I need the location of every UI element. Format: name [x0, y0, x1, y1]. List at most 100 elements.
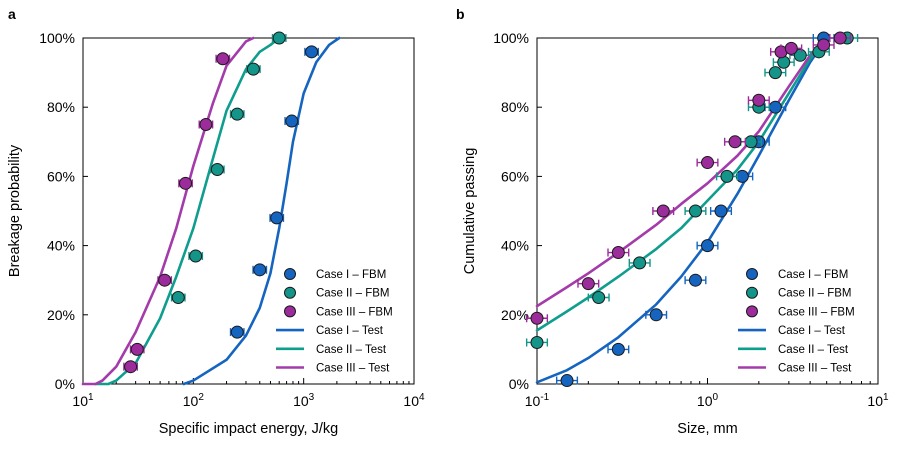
data-point-case-ii-fbm: [229, 107, 245, 121]
data-point-case-i-fbm: [684, 273, 707, 287]
marker: [210, 162, 224, 176]
data-point-case-iii-fbm: [157, 273, 173, 287]
legend-marker: [284, 268, 296, 280]
y-tick-label: 100%: [493, 30, 529, 46]
marker: [701, 239, 714, 253]
panel-a: a 0% 20% 40% 60% 80% 100% 101 102 103 104 Case I…: [7, 6, 425, 437]
panel-a-xlabel: Specific impact energy, J/kg: [159, 421, 338, 437]
marker: [272, 31, 286, 45]
series-line-case-i-test: [182, 36, 341, 386]
y-tick-label: 60%: [47, 168, 75, 184]
data-point-case-i-fbm: [645, 308, 668, 322]
legend-label: Case II – FBM: [316, 288, 390, 300]
legend-item-case-i-test: Case I – Test: [738, 325, 846, 337]
series-line-case-i-test: [535, 36, 828, 384]
data-point-case-ii-fbm: [188, 249, 204, 263]
legend-label: Case III – FBM: [778, 306, 855, 318]
legend-item-case-ii-fbm: Case II – FBM: [284, 286, 390, 300]
marker: [305, 45, 319, 59]
marker: [784, 41, 798, 55]
marker: [230, 107, 244, 121]
data-point-case-iii-fbm: [829, 31, 852, 45]
legend-marker: [746, 286, 758, 299]
data-point-case-ii-fbm: [772, 55, 795, 69]
data-point-case-ii-fbm: [764, 66, 787, 80]
panel-a-ylabel: Breakage probability: [7, 144, 23, 277]
marker: [285, 114, 299, 128]
marker: [611, 246, 625, 260]
data-point-case-iii-fbm: [652, 204, 675, 218]
y-tick-label: 100%: [39, 30, 75, 46]
data-point-case-ii-fbm: [715, 169, 738, 183]
legend-label: Case I – Test: [316, 325, 384, 337]
marker: [744, 135, 758, 149]
data-point-case-iii-fbm: [198, 118, 214, 131]
legend-label: Case III – FBM: [316, 306, 393, 318]
data-point-case-i-fbm: [284, 114, 300, 128]
marker: [124, 360, 138, 374]
data-point-case-iii-fbm: [696, 156, 719, 170]
marker: [752, 93, 766, 107]
legend-marker: [746, 305, 758, 318]
marker: [592, 291, 606, 304]
panel-b-label: b: [456, 6, 465, 22]
data-point-case-iii-fbm: [607, 246, 630, 260]
marker: [720, 169, 734, 183]
legend-marker: [284, 286, 296, 299]
x-tick-label: 100: [697, 392, 719, 409]
data-point-case-ii-fbm: [525, 335, 549, 349]
marker: [216, 52, 230, 66]
y-tick-label: 80%: [501, 99, 529, 115]
legend-marker: [746, 268, 758, 280]
legend-item-case-i-fbm: Case I – FBM: [746, 268, 848, 281]
panel-a-label: a: [8, 6, 16, 22]
y-tick-label: 0%: [509, 376, 529, 392]
data-point-case-ii-fbm: [628, 256, 651, 270]
legend-label: Case II – FBM: [778, 288, 852, 300]
legend-item-case-i-fbm: Case I – FBM: [284, 268, 386, 281]
data-point-case-iii-fbm: [129, 342, 145, 356]
legend-item-case-ii-test: Case II – Test: [276, 344, 387, 356]
series-line-case-ii-test: [535, 36, 828, 332]
series-line-case-ii-test: [94, 36, 281, 386]
y-tick-label: 40%: [47, 238, 75, 254]
marker: [633, 256, 647, 270]
data-point-case-iii-fbm: [747, 93, 770, 107]
data-point-case-ii-fbm: [684, 204, 707, 218]
marker: [817, 38, 831, 52]
legend-item-case-ii-test: Case II – Test: [738, 344, 849, 356]
marker: [611, 342, 625, 356]
legend-label: Case III – Test: [316, 363, 390, 375]
marker: [179, 176, 193, 190]
data-point-case-i-fbm: [709, 204, 733, 218]
data-point-case-i-fbm: [229, 325, 245, 339]
marker: [793, 48, 807, 62]
marker: [171, 291, 185, 304]
legend-item-case-ii-fbm: Case II – FBM: [746, 286, 852, 300]
marker: [530, 335, 544, 349]
legend-label: Case II – Test: [316, 344, 387, 356]
marker: [560, 374, 574, 388]
data-point-case-ii-fbm: [170, 291, 186, 304]
panel-b-xlabel: Size, mm: [677, 421, 737, 437]
data-point-case-iii-fbm: [577, 277, 600, 291]
series-line-case-iii-test: [535, 36, 828, 308]
y-tick-label: 80%: [47, 99, 75, 115]
marker: [530, 311, 544, 325]
marker: [768, 66, 782, 80]
x-tick-label: 104: [403, 392, 425, 409]
legend-item-case-iii-test: Case III – Test: [276, 363, 390, 375]
marker: [833, 31, 847, 45]
y-tick-label: 0%: [55, 376, 75, 392]
marker: [253, 263, 267, 277]
panel-a-plot-area: [82, 37, 415, 385]
marker: [199, 118, 213, 131]
data-point-case-iii-fbm: [723, 135, 747, 149]
marker: [189, 249, 203, 263]
legend-label: Case III – Test: [778, 363, 852, 375]
data-point-case-ii-fbm: [209, 162, 225, 176]
data-point-case-i-fbm: [696, 239, 719, 253]
marker: [714, 204, 728, 218]
x-tick-label: 102: [183, 392, 205, 409]
